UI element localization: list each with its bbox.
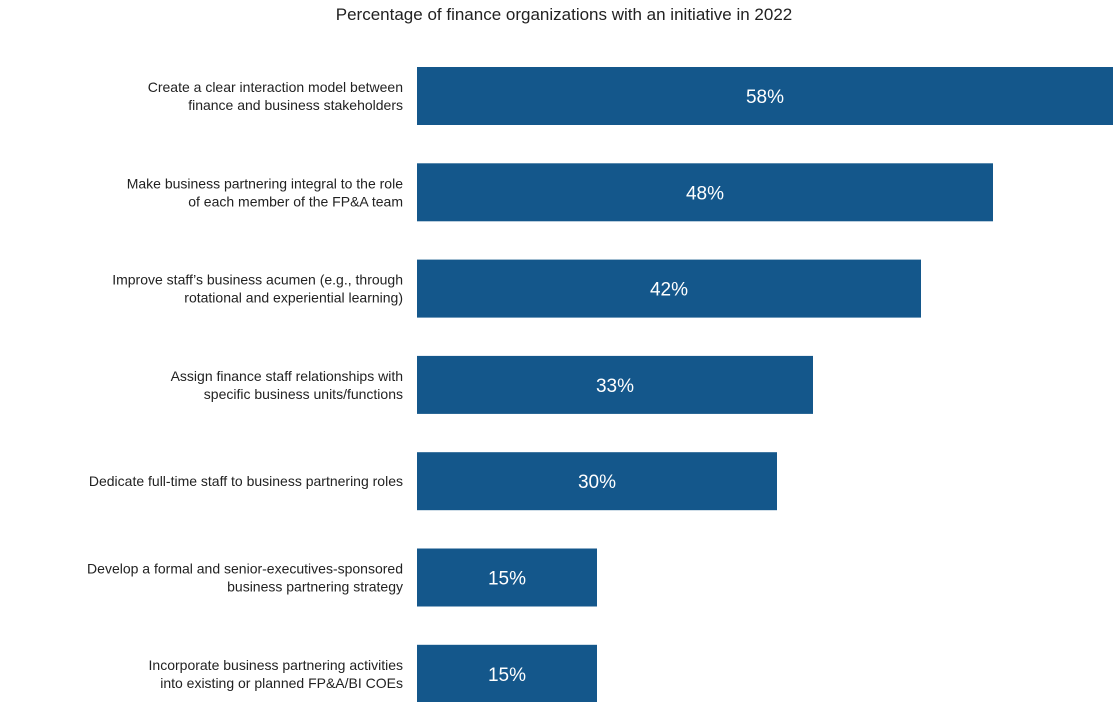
- category-label-2-line-1: Make business partnering integral to the…: [127, 175, 403, 191]
- category-label-7-line-1: Incorporate business partnering activiti…: [149, 657, 403, 673]
- category-label-4-line-1: Assign finance staff relationships with: [171, 368, 403, 384]
- category-label-2-line-2: of each member of the FP&A team: [188, 193, 403, 209]
- category-label-6-line-1: Develop a formal and senior-executives-s…: [87, 561, 403, 577]
- bar-5: [417, 452, 777, 511]
- data-label-2: 48%: [686, 183, 724, 204]
- category-label-3-line-1: Improve staff’s business acumen (e.g., t…: [112, 272, 403, 288]
- category-label-5-line-1: Dedicate full-time staff to business par…: [89, 473, 403, 489]
- category-label-3-line-2: rotational and experiential learning): [184, 290, 403, 306]
- data-label-3: 42%: [650, 280, 688, 301]
- bar-6: [417, 548, 597, 607]
- category-label-6-line-2: business partnering strategy: [227, 579, 403, 595]
- bar-1: [417, 67, 1113, 125]
- data-label-6: 15%: [488, 569, 526, 590]
- chart-title: Percentage of finance organizations with…: [336, 5, 792, 24]
- category-label-4-line-2: specific business units/functions: [204, 386, 403, 402]
- category-label-1-line-2: finance and business stakeholders: [188, 97, 403, 113]
- category-label-7-line-2: into existing or planned FP&A/BI COEs: [160, 675, 403, 691]
- bar-7: [417, 644, 597, 702]
- category-label-1-line-1: Create a clear interaction model between: [148, 79, 403, 95]
- data-label-5: 30%: [578, 472, 616, 493]
- data-label-4: 33%: [596, 376, 634, 397]
- bar-4: [417, 355, 813, 414]
- bars-group: 58% Create a clear interaction model betw…: [87, 67, 1113, 702]
- data-label-7: 15%: [488, 665, 526, 686]
- bar-3: [417, 259, 921, 318]
- data-label-1: 58%: [746, 87, 784, 108]
- bar-2: [417, 163, 993, 222]
